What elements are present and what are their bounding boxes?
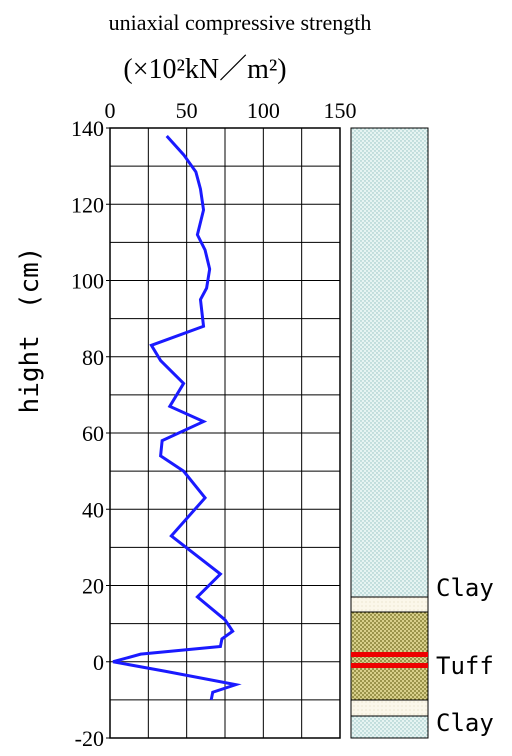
clay-layer xyxy=(350,127,429,598)
y-tick-label: -20 xyxy=(75,726,104,751)
pale-layer xyxy=(350,596,429,613)
x-tick-label: 150 xyxy=(324,98,357,123)
y-tick-label: 40 xyxy=(82,497,104,522)
chart-subtitle: (×10²kN／m²) xyxy=(123,53,286,85)
x-tick-label: 0 xyxy=(105,98,116,123)
y-tick-label: 20 xyxy=(82,574,104,599)
y-tick-label: 120 xyxy=(71,192,104,217)
y-tick-label: 100 xyxy=(71,269,104,294)
column-label: Clay xyxy=(436,574,494,602)
data-line xyxy=(112,135,242,701)
y-axis-label: hight (cm) xyxy=(15,247,45,414)
y-tick-label: 140 xyxy=(71,116,104,141)
red-band xyxy=(351,652,428,657)
x-tick-label: 50 xyxy=(176,98,198,123)
clay-layer xyxy=(350,715,429,739)
strata-column xyxy=(350,127,429,739)
column-label: Clay xyxy=(436,709,494,737)
chart-title: uniaxial compressive strength xyxy=(109,10,372,35)
column-label: Tuff xyxy=(436,652,494,680)
y-tick-label: 60 xyxy=(82,421,104,446)
x-tick-label: 100 xyxy=(247,98,280,123)
y-tick-label: 0 xyxy=(93,650,104,675)
red-band xyxy=(351,663,428,668)
pale-layer xyxy=(350,699,429,717)
y-tick-label: 80 xyxy=(82,345,104,370)
